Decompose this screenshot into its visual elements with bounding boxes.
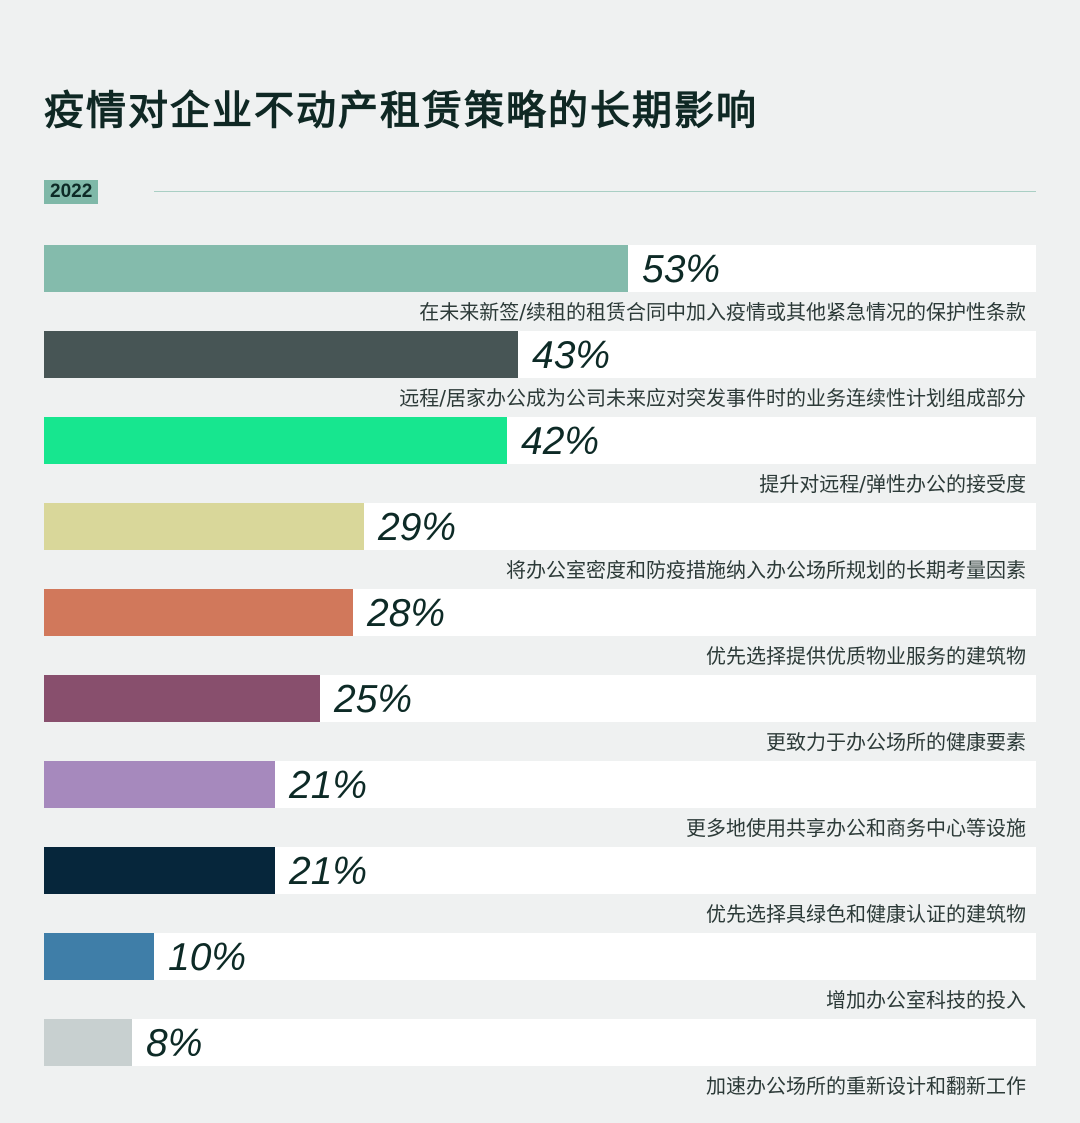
bar-category-label: 增加办公室科技的投入	[826, 988, 1026, 1012]
bar-category-label: 更致力于办公场所的健康要素	[766, 730, 1026, 754]
bar	[44, 245, 628, 292]
bar-row: 53% 在未来新签/续租的租赁合同中加入疫情或其他紧急情况的保护性条款	[44, 245, 1036, 331]
bar-track	[44, 847, 1036, 894]
bar	[44, 1019, 132, 1066]
bar	[44, 331, 518, 378]
bar-category-label: 加速办公场所的重新设计和翻新工作	[706, 1074, 1026, 1098]
bar-track	[44, 1019, 1036, 1066]
bar-value-label: 8%	[146, 1022, 203, 1065]
bar-track	[44, 331, 1036, 378]
bar-category-label: 将办公室密度和防疫措施纳入办公场所规划的长期考量因素	[506, 558, 1026, 582]
bar-track	[44, 761, 1036, 808]
bar-track	[44, 675, 1036, 722]
bar-row: 42% 提升对远程/弹性办公的接受度	[44, 417, 1036, 503]
bar-row: 29% 将办公室密度和防疫措施纳入办公场所规划的长期考量因素	[44, 503, 1036, 589]
bar-row: 21% 更多地使用共享办公和商务中心等设施	[44, 761, 1036, 847]
bar-value-label: 10%	[168, 936, 247, 979]
bar-row: 8% 加速办公场所的重新设计和翻新工作	[44, 1019, 1036, 1105]
bar-category-label: 更多地使用共享办公和商务中心等设施	[686, 816, 1026, 840]
bar-track	[44, 933, 1036, 980]
bar	[44, 589, 353, 636]
bar-track	[44, 245, 1036, 292]
bar-category-label: 提升对远程/弹性办公的接受度	[759, 472, 1026, 496]
bar	[44, 417, 507, 464]
bar-row: 10% 增加办公室科技的投入	[44, 933, 1036, 1019]
bar-row: 21% 优先选择具绿色和健康认证的建筑物	[44, 847, 1036, 933]
bar-value-label: 21%	[289, 850, 368, 893]
bar-value-label: 42%	[521, 420, 600, 463]
bar-track	[44, 589, 1036, 636]
bar-row: 28% 优先选择提供优质物业服务的建筑物	[44, 589, 1036, 675]
chart-title: 疫情对企业不动产租赁策略的长期影响	[44, 88, 758, 134]
bar-category-label: 优先选择具绿色和健康认证的建筑物	[706, 902, 1026, 926]
year-divider	[154, 191, 1036, 192]
bar-row: 25% 更致力于办公场所的健康要素	[44, 675, 1036, 761]
bar-category-label: 远程/居家办公成为公司未来应对突发事件时的业务连续性计划组成部分	[399, 386, 1026, 410]
bar-value-label: 25%	[334, 678, 413, 721]
bar	[44, 847, 275, 894]
bar-value-label: 53%	[642, 248, 721, 291]
bar-row: 43% 远程/居家办公成为公司未来应对突发事件时的业务连续性计划组成部分	[44, 331, 1036, 417]
bar-value-label: 28%	[367, 592, 446, 635]
bar-category-label: 在未来新签/续租的租赁合同中加入疫情或其他紧急情况的保护性条款	[419, 300, 1026, 324]
bar-value-label: 43%	[532, 334, 611, 377]
bar-track	[44, 417, 1036, 464]
year-badge: 2022	[44, 180, 99, 204]
bar	[44, 503, 364, 550]
year-header: 2022	[44, 180, 1036, 204]
bar-value-label: 29%	[378, 506, 457, 549]
bar	[44, 675, 320, 722]
bar	[44, 933, 154, 980]
bar-category-label: 优先选择提供优质物业服务的建筑物	[706, 644, 1026, 668]
bar-track	[44, 503, 1036, 550]
bar	[44, 761, 275, 808]
bar-value-label: 21%	[289, 764, 368, 807]
